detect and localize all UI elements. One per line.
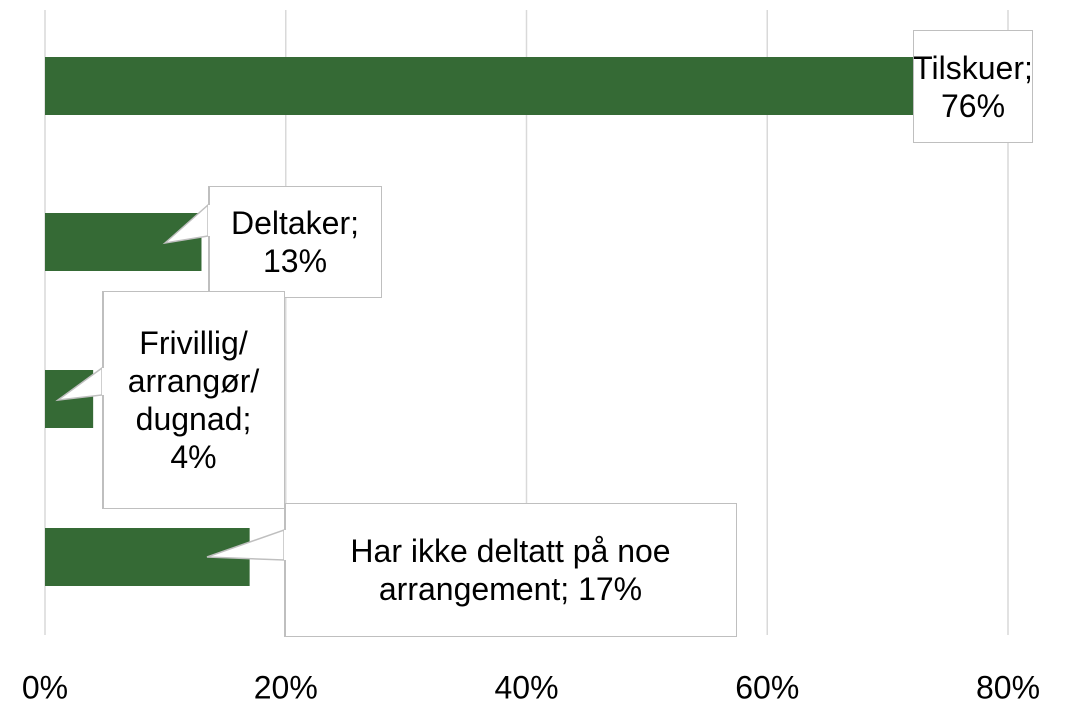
x-tick-label: 0% bbox=[22, 669, 68, 705]
callout-edge bbox=[208, 186, 210, 205]
data-label: Deltaker; 13% bbox=[208, 186, 382, 298]
data-label: Frivillig/ arrangør/ dugnad; 4% bbox=[102, 291, 285, 509]
data-label: Tilskuer; 76% bbox=[913, 30, 1033, 143]
callout-edge bbox=[208, 236, 210, 298]
x-tick-label: 20% bbox=[254, 669, 318, 705]
callout-edge bbox=[284, 503, 286, 530]
bar bbox=[45, 213, 202, 271]
x-tick-label: 40% bbox=[494, 669, 558, 705]
callout-edge bbox=[102, 291, 104, 368]
data-label: Har ikke deltatt på noe arrangement; 17% bbox=[284, 503, 737, 637]
callout-edge bbox=[102, 395, 104, 509]
x-tick-label: 60% bbox=[735, 669, 799, 705]
x-tick-label: 80% bbox=[976, 669, 1040, 705]
bar bbox=[45, 57, 960, 115]
callout-edge bbox=[284, 560, 286, 637]
